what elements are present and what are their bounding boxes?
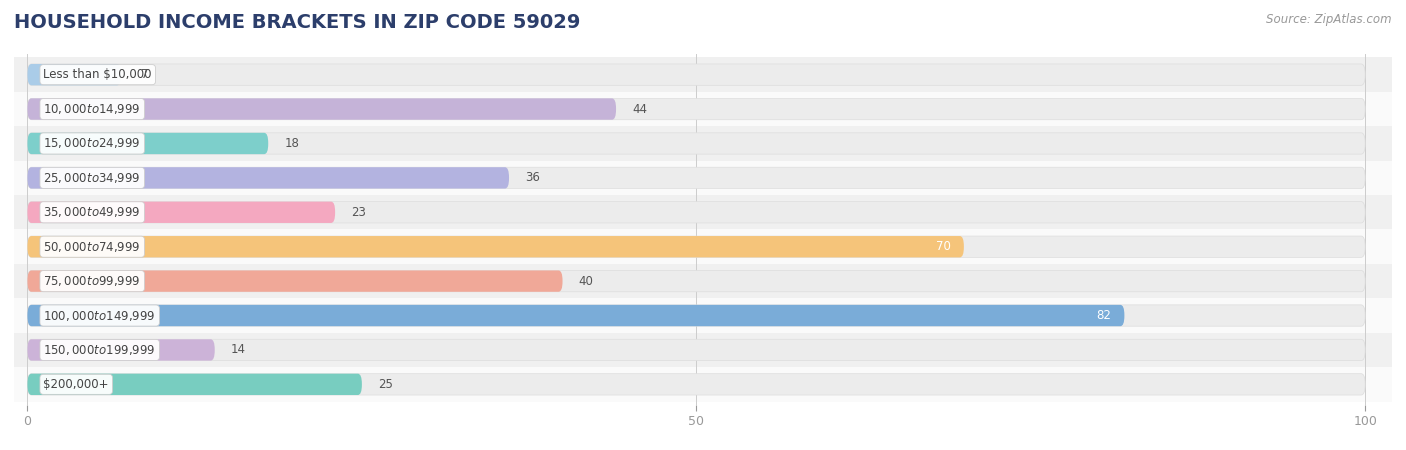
Bar — [0, 298, 1392, 333]
Text: 36: 36 — [524, 171, 540, 184]
Text: 40: 40 — [579, 274, 593, 288]
FancyBboxPatch shape — [28, 374, 1365, 395]
FancyBboxPatch shape — [28, 99, 1365, 120]
Text: $200,000+: $200,000+ — [44, 378, 110, 391]
FancyBboxPatch shape — [28, 270, 562, 292]
FancyBboxPatch shape — [28, 133, 269, 154]
Bar — [0, 92, 1392, 126]
Text: Less than $10,000: Less than $10,000 — [44, 68, 152, 81]
FancyBboxPatch shape — [28, 305, 1125, 326]
Text: Source: ZipAtlas.com: Source: ZipAtlas.com — [1267, 14, 1392, 27]
Text: $75,000 to $99,999: $75,000 to $99,999 — [44, 274, 141, 288]
FancyBboxPatch shape — [28, 270, 1365, 292]
FancyBboxPatch shape — [28, 64, 1365, 86]
Text: $150,000 to $199,999: $150,000 to $199,999 — [44, 343, 156, 357]
FancyBboxPatch shape — [28, 202, 1365, 223]
Text: $50,000 to $74,999: $50,000 to $74,999 — [44, 240, 141, 254]
FancyBboxPatch shape — [28, 339, 215, 360]
Text: 44: 44 — [633, 103, 647, 116]
FancyBboxPatch shape — [28, 236, 965, 257]
Bar — [0, 367, 1392, 401]
Bar — [0, 264, 1392, 298]
Text: HOUSEHOLD INCOME BRACKETS IN ZIP CODE 59029: HOUSEHOLD INCOME BRACKETS IN ZIP CODE 59… — [14, 14, 581, 32]
Text: 14: 14 — [231, 343, 246, 356]
FancyBboxPatch shape — [28, 167, 1365, 189]
Text: 82: 82 — [1097, 309, 1111, 322]
Text: $15,000 to $24,999: $15,000 to $24,999 — [44, 136, 141, 150]
Bar — [0, 230, 1392, 264]
FancyBboxPatch shape — [28, 167, 509, 189]
Text: $35,000 to $49,999: $35,000 to $49,999 — [44, 205, 141, 219]
Bar — [0, 333, 1392, 367]
Bar — [0, 58, 1392, 92]
Bar — [0, 126, 1392, 161]
FancyBboxPatch shape — [28, 374, 361, 395]
Text: 18: 18 — [284, 137, 299, 150]
FancyBboxPatch shape — [28, 99, 616, 120]
FancyBboxPatch shape — [28, 339, 1365, 360]
Text: 23: 23 — [352, 206, 366, 219]
Bar — [0, 195, 1392, 230]
Bar — [0, 161, 1392, 195]
FancyBboxPatch shape — [28, 305, 1365, 326]
Text: 70: 70 — [935, 240, 950, 253]
FancyBboxPatch shape — [28, 202, 335, 223]
Text: 25: 25 — [378, 378, 392, 391]
FancyBboxPatch shape — [28, 236, 1365, 257]
Text: $100,000 to $149,999: $100,000 to $149,999 — [44, 309, 156, 323]
Text: 7: 7 — [141, 68, 149, 81]
FancyBboxPatch shape — [28, 64, 121, 86]
FancyBboxPatch shape — [28, 133, 1365, 154]
Text: $10,000 to $14,999: $10,000 to $14,999 — [44, 102, 141, 116]
Text: $25,000 to $34,999: $25,000 to $34,999 — [44, 171, 141, 185]
